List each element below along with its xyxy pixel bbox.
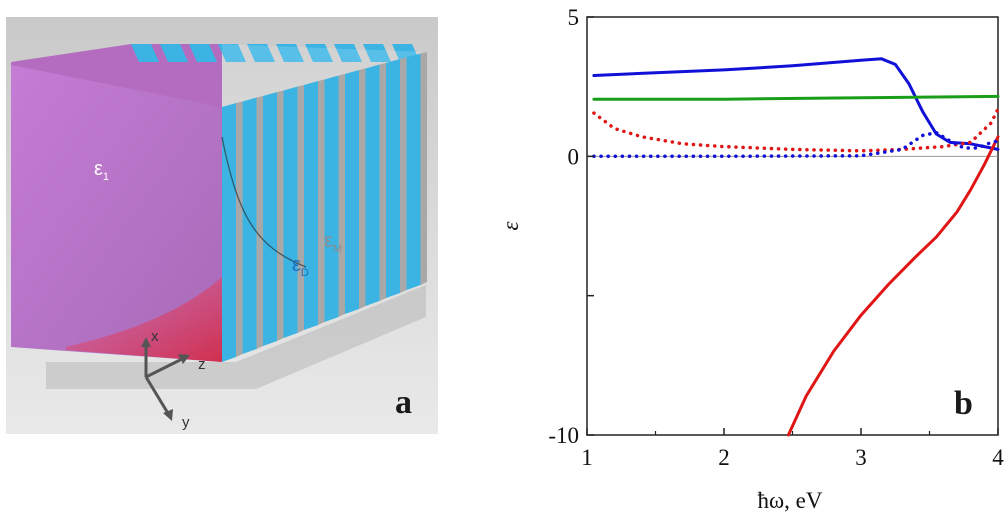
light-beam: [66, 277, 222, 362]
x-tick-label: 4: [992, 445, 1004, 470]
metal-layer: [400, 57, 407, 293]
panel-a-letter: a: [395, 384, 412, 421]
dielectric-layer: [242, 97, 257, 354]
y-tick-label: -10: [548, 423, 579, 448]
z-axis-arrow: [145, 356, 185, 379]
series-line-4: [592, 107, 1000, 153]
metal-layer: [379, 63, 386, 301]
metal-layer: [236, 101, 243, 357]
series-line-2: [592, 94, 1000, 101]
eps-D-label: εD: [292, 254, 309, 279]
metal-layer: [256, 96, 263, 349]
metamaterial-illustration: ε1 εD εM x z y a: [11, 44, 427, 431]
x-tick-label: 3: [855, 445, 867, 470]
dielectric-layer: [283, 86, 298, 338]
metal-layer: [297, 85, 304, 333]
x-tick-label: 1: [581, 445, 593, 470]
dielectric-layer: [345, 70, 359, 314]
metal-layer: [338, 74, 345, 317]
eps-M-label: εM: [324, 230, 342, 255]
z-axis-label: z: [198, 356, 206, 373]
coordinate-axes: x z y: [141, 328, 206, 431]
y-tick-label: 5: [568, 5, 580, 30]
series-line-1: [592, 57, 1000, 151]
y-axis-label: y: [182, 414, 190, 431]
dielectric-layer: [324, 75, 339, 322]
dielectric-layer: [304, 81, 318, 330]
metal-layer: [277, 90, 284, 341]
metal-layer: [359, 68, 366, 309]
crystal-front-face: [11, 65, 222, 362]
dielectric-layer: [365, 64, 380, 306]
series-line-3: [786, 135, 1000, 437]
dielectric-layer: [222, 103, 236, 362]
x-tick-label: 2: [718, 445, 730, 470]
dielectric-layer: [263, 92, 277, 346]
box-shadow: [46, 285, 426, 389]
x-axis-title: ħω, eV: [758, 488, 823, 513]
metal-layer: [420, 52, 427, 285]
y-tick-label: 0: [568, 144, 580, 169]
x-axis-label: x: [151, 328, 159, 345]
multilayer-stripes: [131, 44, 427, 362]
plot-ticks: 1 2 3 4 5 0 -10: [548, 5, 1004, 470]
eps-1-label: ε1: [94, 158, 109, 183]
wave-front-curve: [221, 136, 307, 268]
dielectric-layer: [406, 53, 421, 290]
plot-frame: [586, 16, 999, 436]
series-line-5: [592, 130, 1000, 159]
plot-series: [592, 57, 1000, 437]
panel-b-letter: b: [954, 385, 973, 422]
y-axis-arrow: [144, 376, 171, 416]
plot-border: [586, 16, 999, 436]
illustration-panel-a: ε1 εD εM x z y a: [6, 17, 438, 434]
metal-layer: [318, 79, 325, 325]
dielectric-layer: [386, 59, 400, 298]
y-axis-title: ε: [498, 221, 523, 231]
